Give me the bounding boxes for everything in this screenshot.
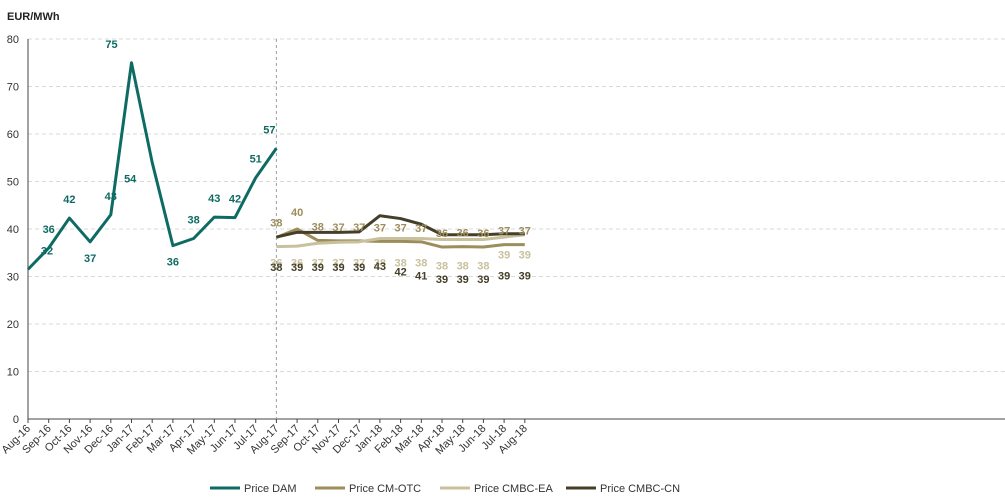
data-label: 39 bbox=[519, 271, 531, 283]
y-tick-label: 40 bbox=[7, 224, 19, 236]
data-label: 39 bbox=[353, 262, 365, 274]
data-label: 39 bbox=[332, 262, 344, 274]
data-label: 39 bbox=[312, 262, 324, 274]
data-label: 37 bbox=[415, 223, 427, 235]
data-label: 37 bbox=[394, 222, 406, 234]
y-axis-ticks: 0 10 20 30 40 50 60 70 80 bbox=[7, 34, 19, 426]
data-label: 39 bbox=[477, 274, 489, 286]
series-line bbox=[276, 214, 525, 239]
data-label: 43 bbox=[208, 193, 220, 205]
data-label: 57 bbox=[263, 124, 275, 136]
data-label: 38 bbox=[270, 262, 282, 274]
data-label: 36 bbox=[43, 224, 55, 236]
data-label: 41 bbox=[415, 271, 427, 283]
legend-label: Price CMBC-EA bbox=[474, 483, 554, 495]
y-tick-label: 50 bbox=[7, 177, 19, 189]
series-line bbox=[275, 227, 525, 249]
data-label: 51 bbox=[250, 154, 262, 166]
data-label: 37 bbox=[84, 253, 96, 265]
data-label: 37 bbox=[498, 226, 510, 238]
y-tick-label: 70 bbox=[7, 82, 19, 94]
y-tick-label: 10 bbox=[7, 367, 19, 379]
data-label: 42 bbox=[394, 266, 406, 278]
data-label: 39 bbox=[457, 274, 469, 286]
y-tick-label: 80 bbox=[7, 34, 19, 46]
data-label: 38 bbox=[187, 215, 199, 227]
data-label: 37 bbox=[374, 222, 386, 234]
data-label: 36 bbox=[477, 228, 489, 240]
data-label: 38 bbox=[477, 260, 489, 272]
data-label: 39 bbox=[519, 250, 531, 262]
data-label: 75 bbox=[105, 39, 117, 51]
y-tick-label: 20 bbox=[7, 319, 19, 331]
data-label: 43 bbox=[105, 191, 117, 203]
x-axis: Aug-16Sep-16Oct-16Nov-16Dec-16Jan-17Feb-… bbox=[0, 39, 1005, 457]
data-label: 38 bbox=[415, 257, 427, 269]
data-label: 36 bbox=[457, 228, 469, 240]
data-label: 38 bbox=[457, 260, 469, 272]
series-lines bbox=[26, 61, 525, 271]
data-label: 39 bbox=[436, 274, 448, 286]
data-label: 36 bbox=[270, 257, 282, 269]
data-label: 37 bbox=[332, 222, 344, 234]
data-label: 39 bbox=[498, 250, 510, 262]
legend-label: Price CMBC-CN bbox=[600, 483, 680, 495]
legend-label: Price DAM bbox=[244, 483, 297, 495]
data-label: 42 bbox=[229, 194, 241, 206]
data-label: 38 bbox=[436, 260, 448, 272]
legend: Price DAM Price CM-OTC Price CMBC-EA Price … bbox=[210, 483, 680, 495]
data-label: 38 bbox=[312, 221, 324, 233]
series-line bbox=[26, 61, 278, 271]
data-label: 38 bbox=[270, 218, 282, 230]
data-label: 36 bbox=[167, 257, 179, 269]
data-label: 37 bbox=[312, 257, 324, 269]
data-label: 37 bbox=[353, 222, 365, 234]
data-label: 38 bbox=[394, 257, 406, 269]
y-tick-label: 60 bbox=[7, 129, 19, 141]
y-tick-label: 0 bbox=[13, 414, 19, 426]
data-label: 54 bbox=[124, 174, 137, 186]
data-label: 36 bbox=[291, 257, 303, 269]
data-label: 39 bbox=[291, 262, 303, 274]
gridlines bbox=[28, 38, 1005, 372]
data-label: 40 bbox=[291, 207, 303, 219]
data-label: 37 bbox=[353, 257, 365, 269]
y-axis-label: EUR/MWh bbox=[7, 11, 60, 23]
data-label: 43 bbox=[374, 261, 386, 273]
data-label: 36 bbox=[436, 228, 448, 240]
data-label: 39 bbox=[498, 271, 510, 283]
series-line bbox=[276, 233, 525, 249]
data-label: 37 bbox=[519, 226, 531, 238]
data-label: 37 bbox=[332, 257, 344, 269]
legend-label: Price CM-OTC bbox=[349, 483, 421, 495]
y-tick-label: 30 bbox=[7, 272, 19, 284]
data-label: 32 bbox=[41, 245, 53, 257]
data-label: 42 bbox=[63, 194, 75, 206]
data-label: 38 bbox=[374, 257, 386, 269]
